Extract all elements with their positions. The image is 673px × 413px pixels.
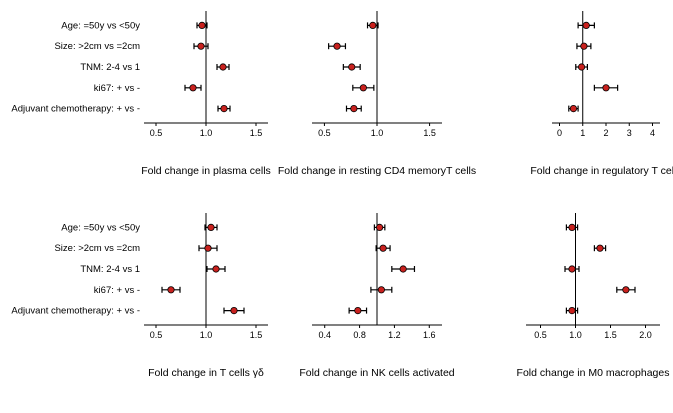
x-tick-label: 1.0 — [371, 128, 384, 138]
data-point — [230, 307, 238, 315]
category-label: ki67: + vs - — [94, 285, 140, 296]
t-cells-gd-plot-canvas: 0.5 1.0 1.5 Age: =50y vs <50y Size: >2cm vs … — [11, 213, 268, 340]
plot-title: Fold change in resting CD4 memoryT cells — [277, 165, 477, 177]
data-point — [568, 307, 576, 315]
data-point — [376, 223, 384, 231]
category-label: TNM: 2-4 vs 1 — [80, 264, 140, 275]
plot-title-wrap: Fold change in M0 macrophages — [517, 367, 670, 379]
forest-plot-plasma-cells: 0.5 1.0 1.5 Age: =50y vs <50y Size: >2cm vs … — [0, 5, 278, 207]
plot-title-wrap: Fold change in T cells γδ — [148, 367, 264, 379]
forest-plot-m0-macrophages: 0.5 1.0 1.5 2.0 Fold change in M0 macrophag… — [476, 207, 673, 409]
plot-title: Fold change in NK cells activated — [299, 367, 455, 379]
data-point — [369, 21, 377, 29]
x-tick-label: 1.5 — [604, 330, 617, 340]
data-point — [167, 286, 175, 294]
data-point — [204, 244, 212, 252]
data-point — [568, 223, 576, 231]
x-tick-label: 0.5 — [318, 128, 331, 138]
x-tick-label: 3 — [627, 128, 632, 138]
data-point — [377, 286, 385, 294]
forest-plot-t-cells-gamma-delta: 0.5 1.0 1.5 Age: =50y vs <50y Size: >2cm vs … — [0, 207, 278, 409]
data-point — [399, 265, 407, 273]
x-tick-label: 1.5 — [423, 128, 436, 138]
x-tick-label: 0.5 — [150, 128, 163, 138]
forest-plot-regulatory-t-cells: 0 1 2 3 4 Fold change in regulatory T cells — [476, 5, 673, 207]
data-point — [350, 105, 358, 113]
plot-title-wrap: Fold change in regulatory T cells — [530, 165, 673, 177]
category-label: Adjuvant chemotherapy: + vs - — [11, 104, 140, 115]
data-point — [577, 63, 586, 71]
data-point — [333, 42, 341, 50]
x-tick-label: 1.0 — [200, 128, 213, 138]
data-point — [207, 223, 215, 231]
data-point — [197, 42, 205, 50]
resting-cd4-plot-canvas: 0.5 1.0 1.5 — [312, 11, 442, 138]
plot-title: Fold change in M0 macrophages — [516, 367, 670, 379]
x-tick-label: 1.2 — [388, 330, 401, 340]
data-point — [348, 63, 356, 71]
x-tick-label: 0.8 — [353, 330, 366, 340]
x-tick-label: 0 — [557, 128, 562, 138]
x-tick-label: 0.4 — [318, 330, 331, 340]
plot-title-wrap: Fold change in NK cells activated — [299, 367, 454, 379]
plot-title: Fold change in T cells γδ — [148, 367, 264, 379]
regulatory-t-plot-canvas: 0 1 2 3 4 — [552, 11, 660, 138]
category-label: Size: >2cm vs =2cm — [54, 243, 140, 254]
x-tick-label: 1.0 — [200, 330, 213, 340]
data-point — [359, 84, 367, 92]
category-label: TNM: 2-4 vs 1 — [80, 62, 140, 73]
plot-title-wrap: Fold change in resting CD4 memoryT cells — [278, 165, 476, 177]
forest-plot-nk-cells-activated: 0.4 0.8 1.2 1.6 Fold change in NK cells act… — [278, 207, 476, 409]
data-point — [569, 105, 578, 113]
data-point — [189, 84, 197, 92]
data-point — [212, 265, 220, 273]
x-tick-label: 1.0 — [569, 330, 582, 340]
forest-plot-resting-cd4-memory-t-cells: 0.5 1.0 1.5 Fold change in resting CD4 mem… — [278, 5, 476, 207]
plasma-cells-plot-canvas: 0.5 1.0 1.5 Age: =50y vs <50y Size: >2cm vs … — [11, 11, 268, 138]
x-tick-label: 1.6 — [423, 330, 436, 340]
data-point — [596, 244, 604, 252]
x-tick-label: 0.5 — [150, 330, 163, 340]
category-label: Age: =50y vs <50y — [61, 222, 140, 233]
data-point — [622, 286, 630, 294]
x-tick-label: 4 — [650, 128, 655, 138]
x-tick-label: 2.0 — [639, 330, 652, 340]
nk-cells-plot-canvas: 0.4 0.8 1.2 1.6 — [312, 213, 442, 340]
data-point — [568, 265, 576, 273]
data-point — [602, 84, 610, 92]
x-tick-label: 0.5 — [534, 330, 547, 340]
x-tick-label: 1.5 — [250, 330, 263, 340]
data-point — [379, 244, 387, 252]
category-label: Size: >2cm vs =2cm — [54, 41, 140, 52]
data-point — [354, 307, 362, 315]
category-label: ki67: + vs - — [94, 83, 140, 94]
data-point — [580, 42, 588, 50]
data-point — [582, 21, 590, 29]
data-point — [219, 63, 227, 71]
x-tick-label: 2 — [603, 128, 608, 138]
data-point — [198, 21, 206, 29]
x-tick-label: 1 — [580, 128, 585, 138]
data-point — [220, 105, 228, 113]
category-label: Adjuvant chemotherapy: + vs - — [11, 306, 140, 317]
plot-title: Fold change in plasma cells — [141, 165, 271, 177]
plot-title: Fold change in regulatory T cells — [530, 165, 673, 177]
plot-title-wrap: Fold change in plasma cells — [141, 165, 271, 177]
x-tick-label: 1.5 — [250, 128, 263, 138]
category-label: Age: =50y vs <50y — [61, 20, 140, 31]
m0-macrophages-plot-canvas: 0.5 1.0 1.5 2.0 — [526, 213, 660, 340]
